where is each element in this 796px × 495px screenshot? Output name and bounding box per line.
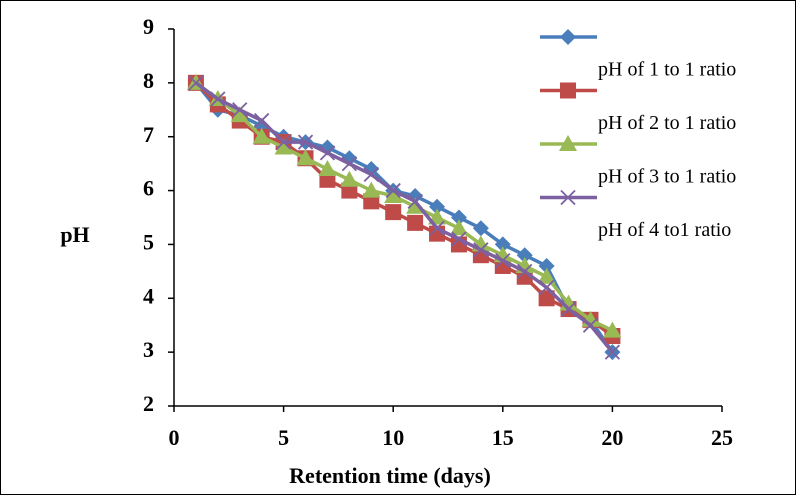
marker (603, 321, 622, 338)
marker (296, 149, 315, 166)
legend-label: pH of 4 to1 ratio (598, 219, 731, 241)
marker (539, 279, 555, 296)
marker (517, 263, 533, 279)
marker (582, 317, 599, 333)
legend-label: pH of 3 to 1 ratio (598, 166, 736, 188)
y-tick-label: 4 (143, 283, 154, 308)
x-tick-label: 25 (711, 425, 733, 450)
x-tick-label: 5 (278, 425, 289, 450)
marker (384, 186, 403, 203)
marker (407, 193, 423, 209)
marker (363, 166, 379, 183)
marker (341, 156, 357, 172)
marker (472, 220, 489, 237)
marker (210, 91, 226, 107)
marker (604, 344, 621, 360)
marker (297, 134, 314, 150)
marker (406, 197, 425, 214)
x-tick-label: 0 (169, 425, 180, 450)
marker (274, 138, 293, 155)
marker (538, 290, 555, 307)
marker (560, 301, 577, 317)
marker (560, 82, 576, 99)
y-tick-label: 6 (143, 176, 154, 201)
marker (230, 106, 249, 123)
marker (407, 214, 424, 231)
y-tick-label: 2 (143, 391, 154, 416)
marker (385, 204, 402, 221)
y-tick-label: 8 (143, 68, 154, 93)
x-tick-label: 10 (382, 425, 404, 450)
marker (495, 252, 511, 269)
marker (559, 135, 577, 151)
marker (538, 257, 555, 274)
marker (560, 29, 576, 45)
legend-label: pH of 2 to 1 ratio (598, 112, 736, 134)
marker (362, 181, 381, 198)
marker (340, 170, 359, 187)
marker (560, 189, 576, 206)
marker (385, 182, 401, 199)
legend-label: pH of 1 to 1 ratio (598, 59, 736, 81)
marker (537, 267, 556, 284)
y-tick-label: 7 (143, 122, 154, 147)
x-tick-label: 20 (601, 425, 623, 450)
legend: pH of 1 to 1 ratio pH of 2 to 1 ratio pH o… (540, 29, 736, 241)
marker (275, 134, 292, 150)
marker (429, 198, 446, 215)
y-tick-label: 5 (143, 229, 154, 254)
marker (473, 242, 489, 258)
marker (254, 112, 270, 129)
marker (252, 127, 271, 144)
marker (318, 160, 337, 177)
marker (319, 145, 336, 161)
x-axis-label: Retention time (days) (289, 463, 491, 488)
y-axis-label: pH (60, 222, 89, 247)
y-tick-label: 3 (143, 337, 154, 362)
marker (449, 219, 468, 236)
marker (450, 209, 467, 226)
marker (232, 102, 248, 118)
y-tick-label: 9 (143, 14, 154, 39)
marker (429, 220, 445, 236)
marker (451, 231, 467, 247)
marker (494, 236, 511, 253)
marker (188, 75, 204, 91)
marker (516, 247, 533, 264)
x-tick-label: 15 (492, 425, 514, 450)
